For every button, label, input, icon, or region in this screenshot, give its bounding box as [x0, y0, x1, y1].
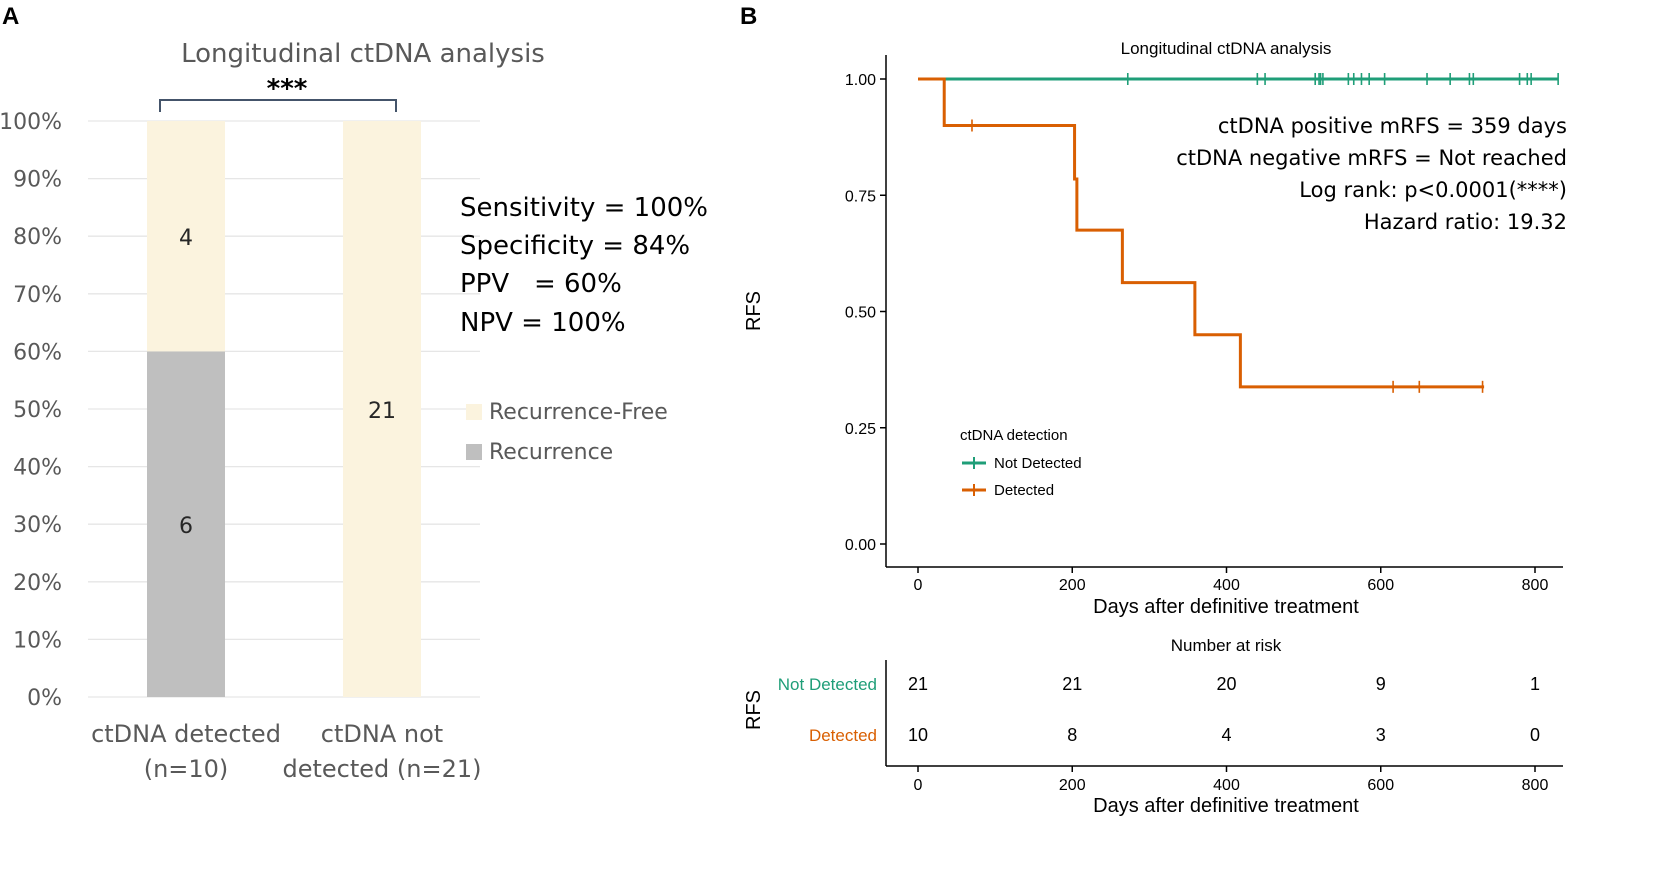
- y-tick-label: 30%: [13, 513, 62, 538]
- risk-table-x-axis-label: Days after definitive treatment: [1093, 795, 1359, 817]
- risk-row-not-detected: Not Detected 21 21 20 9 1: [778, 674, 1540, 694]
- risk-table-title: Number at risk: [1171, 636, 1282, 655]
- bar-label-recurrence-free: 4: [179, 226, 193, 251]
- stats-box: Sensitivity = 100% Specificity = 84% PPV…: [460, 193, 708, 338]
- km-y-tick-label: 0.25: [845, 421, 876, 438]
- km-y-axis-label: RFS: [743, 291, 765, 331]
- km-x-tick-label: 0: [914, 577, 923, 594]
- risk-count: 10: [908, 725, 928, 745]
- bar-recurrence-free: [147, 121, 225, 352]
- bar-chart-data-labels: 6 4 21: [179, 226, 396, 539]
- risk-count: 21: [908, 674, 928, 694]
- km-legend-label-detected: Detected: [994, 482, 1054, 499]
- bar-chart-x-axis: ctDNA detected (n=10)ctDNA not detected (n…: [91, 720, 481, 783]
- y-tick-label: 20%: [13, 571, 62, 596]
- bar-recurrence: [147, 351, 225, 697]
- bar-chart-legend: Recurrence-Free Recurrence: [466, 400, 668, 465]
- y-tick-label: 0%: [27, 686, 62, 711]
- bar-label-recurrence-free: 21: [368, 399, 396, 424]
- risk-count: 1: [1530, 674, 1540, 694]
- bar-label-recurrence: 6: [179, 514, 193, 539]
- stat-sensitivity: Sensitivity = 100%: [460, 193, 708, 223]
- legend-swatch-recurrence-free: [466, 404, 482, 420]
- panel-a: A Longitudinal ctDNA analysis *** 0% 10% 2…: [0, 3, 708, 783]
- km-x-tick-label: 200: [1059, 577, 1086, 594]
- risk-x-tick-label: 200: [1059, 777, 1086, 794]
- risk-table: Number at risk RFS Days after definitive…: [743, 636, 1563, 817]
- bar-chart-title: Longitudinal ctDNA analysis: [181, 39, 545, 69]
- panel-a-letter: A: [2, 3, 19, 30]
- km-title: Longitudinal ctDNA analysis: [1121, 39, 1332, 58]
- y-tick-label: 40%: [13, 456, 62, 481]
- panel-b: B Longitudinal ctDNA analysis 0.000.250.…: [740, 3, 1567, 817]
- annotation-hazard-ratio: Hazard ratio: 19.32: [1364, 210, 1567, 234]
- km-legend: ctDNA detection Not Detected Detected: [960, 427, 1082, 499]
- km-x-tick-label: 600: [1367, 577, 1394, 594]
- km-y-tick-label: 0.00: [845, 537, 876, 554]
- risk-row-detected: Detected 10 8 4 3 0: [809, 725, 1540, 745]
- panel-b-letter: B: [740, 3, 757, 30]
- risk-count: 21: [1062, 674, 1082, 694]
- km-x-axis-label: Days after definitive treatment: [1093, 596, 1359, 618]
- km-y-tick-label: 0.75: [845, 188, 876, 205]
- legend-swatch-recurrence: [466, 444, 482, 460]
- km-annotations: ctDNA positive mRFS = 359 days ctDNA neg…: [1176, 114, 1567, 234]
- stat-npv: NPV = 100%: [460, 308, 626, 338]
- y-tick-label: 90%: [13, 168, 62, 193]
- risk-x-tick-label: 800: [1522, 777, 1549, 794]
- risk-row-label: Detected: [809, 726, 877, 745]
- y-tick-label: 80%: [13, 225, 62, 250]
- risk-count: 9: [1376, 674, 1386, 694]
- y-tick-label: 10%: [13, 628, 62, 653]
- annotation-log-rank: Log rank: p<0.0001(****): [1299, 178, 1567, 202]
- risk-count: 8: [1067, 725, 1077, 745]
- legend-label-recurrence: Recurrence: [489, 440, 613, 465]
- risk-table-y-axis-label: RFS: [743, 690, 765, 730]
- significance-bracket: [159, 99, 397, 112]
- bar-chart-y-axis: 0% 10% 20% 30% 40% 50% 60% 70% 80% 90% 100%: [0, 110, 62, 711]
- km-curve-detected: [918, 77, 1485, 389]
- km-legend-key-detected: [962, 484, 986, 496]
- km-y-tick-label: 1.00: [845, 72, 876, 89]
- y-tick-label: 70%: [13, 283, 62, 308]
- risk-count: 4: [1221, 725, 1231, 745]
- km-y-axis: 0.00 0.25 0.50 0.75 1.00: [845, 72, 886, 554]
- km-x-tick-label: 800: [1522, 577, 1549, 594]
- risk-x-tick-label: 400: [1213, 777, 1240, 794]
- x-category-label: ctDNA not detected (n=21): [283, 720, 482, 783]
- bar-chart-grid: [88, 120, 480, 698]
- bar-recurrence-free: [343, 121, 421, 697]
- y-tick-label: 50%: [13, 398, 62, 423]
- y-tick-label: 60%: [13, 340, 62, 365]
- y-tick-label: 100%: [0, 110, 62, 135]
- stat-specificity: Specificity = 84%: [460, 231, 690, 261]
- km-x-tick-label: 400: [1213, 577, 1240, 594]
- risk-x-tick-label: 600: [1367, 777, 1394, 794]
- x-category-label: ctDNA detected (n=10): [91, 720, 281, 783]
- km-curves: [918, 73, 1559, 393]
- risk-x-tick-label: 0: [914, 777, 923, 794]
- km-legend-title: ctDNA detection: [960, 427, 1068, 444]
- risk-row-label: Not Detected: [778, 675, 877, 694]
- bar-chart-bars: [147, 121, 421, 697]
- km-legend-key-not-detected: [962, 457, 986, 469]
- km-x-axis: 0 200 400 600 800: [914, 567, 1549, 594]
- annotation-negative-mrfs: ctDNA negative mRFS = Not reached: [1176, 146, 1567, 170]
- legend-label-recurrence-free: Recurrence-Free: [489, 400, 668, 425]
- risk-count: 20: [1216, 674, 1236, 694]
- risk-count: 0: [1530, 725, 1540, 745]
- significance-stars: ***: [267, 74, 308, 104]
- risk-count: 3: [1376, 725, 1386, 745]
- annotation-positive-mrfs: ctDNA positive mRFS = 359 days: [1218, 114, 1567, 138]
- stat-ppv: PPV = 60%: [460, 269, 622, 299]
- km-y-tick-label: 0.50: [845, 305, 876, 322]
- km-legend-label-not-detected: Not Detected: [994, 455, 1082, 472]
